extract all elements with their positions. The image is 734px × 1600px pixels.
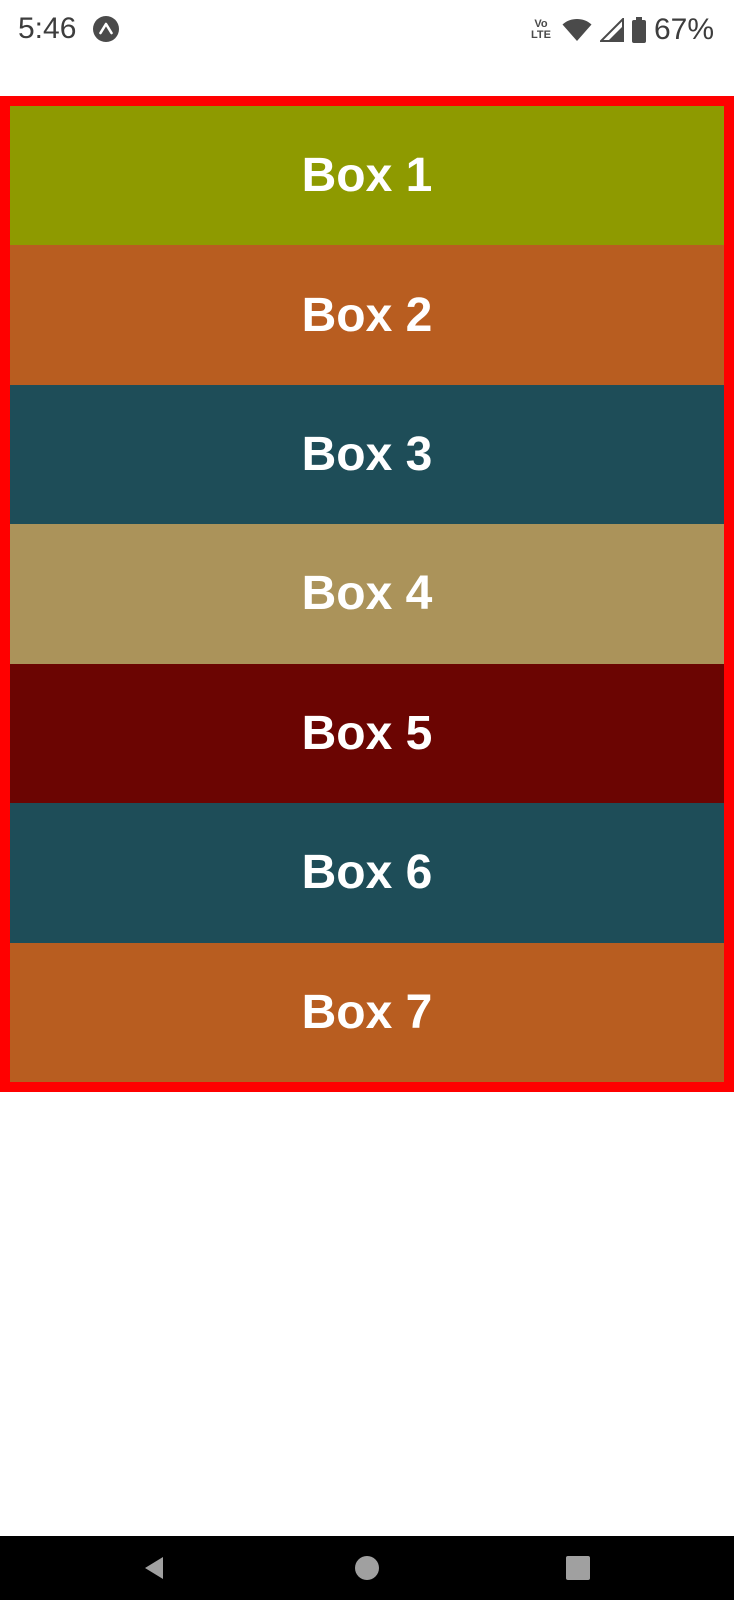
box-7: Box 7: [10, 942, 724, 1082]
expo-icon: [93, 16, 119, 42]
battery-percentage: 67%: [653, 13, 714, 46]
home-circle-icon[interactable]: [349, 1550, 385, 1586]
box-3: Box 3: [10, 384, 724, 525]
box-6: Box 6: [10, 803, 724, 943]
box-5: Box 5: [10, 663, 724, 804]
volte-icon: Vo LTE: [530, 18, 551, 41]
box-container: Box 1 Box 2 Box 3 Box 4 Box 5 Box 6 Box 7: [0, 96, 734, 1092]
box-label: Box 2: [301, 288, 433, 342]
box-label: Box 1: [301, 149, 433, 203]
recents-square-icon[interactable]: [560, 1550, 596, 1586]
box-label: Box 6: [301, 846, 433, 900]
box-label: Box 7: [301, 985, 433, 1039]
navigation-bar: [0, 1536, 734, 1600]
status-time: 5:46: [18, 12, 77, 45]
box-label: Box 5: [301, 706, 433, 760]
box-2: Box 2: [10, 245, 724, 385]
battery-icon: [631, 17, 646, 43]
box-label: Box 3: [301, 428, 433, 482]
back-triangle-icon[interactable]: [136, 1550, 172, 1586]
status-icons: Vo LTE 67%: [528, 12, 714, 48]
status-bar: 5:46 Vo LTE 67%: [0, 0, 734, 60]
cellular-signal-icon: [599, 18, 624, 42]
box-label: Box 4: [301, 567, 433, 621]
box-4: Box 4: [10, 524, 724, 664]
box-1: Box 1: [10, 106, 724, 246]
wifi-icon: [562, 19, 592, 41]
